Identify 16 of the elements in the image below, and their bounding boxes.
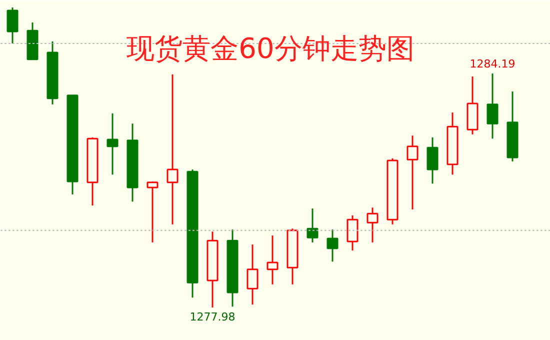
annotation: 1284.19	[470, 58, 516, 70]
candlestick	[206, 230, 218, 308]
candlestick	[486, 72, 498, 140]
candlestick	[446, 112, 458, 176]
candlestick	[46, 40, 58, 106]
candlestick	[226, 228, 238, 308]
annotation: 1277.98	[190, 310, 236, 324]
candlestick	[246, 244, 258, 306]
candlestick	[426, 136, 438, 184]
candlestick	[166, 74, 178, 226]
candlestick	[106, 112, 118, 176]
candlestick	[406, 134, 418, 210]
candlestick	[366, 206, 378, 244]
candlestick	[126, 122, 138, 202]
candlestick	[266, 234, 278, 286]
text: 现货黄金60分钟走势图	[126, 32, 414, 65]
